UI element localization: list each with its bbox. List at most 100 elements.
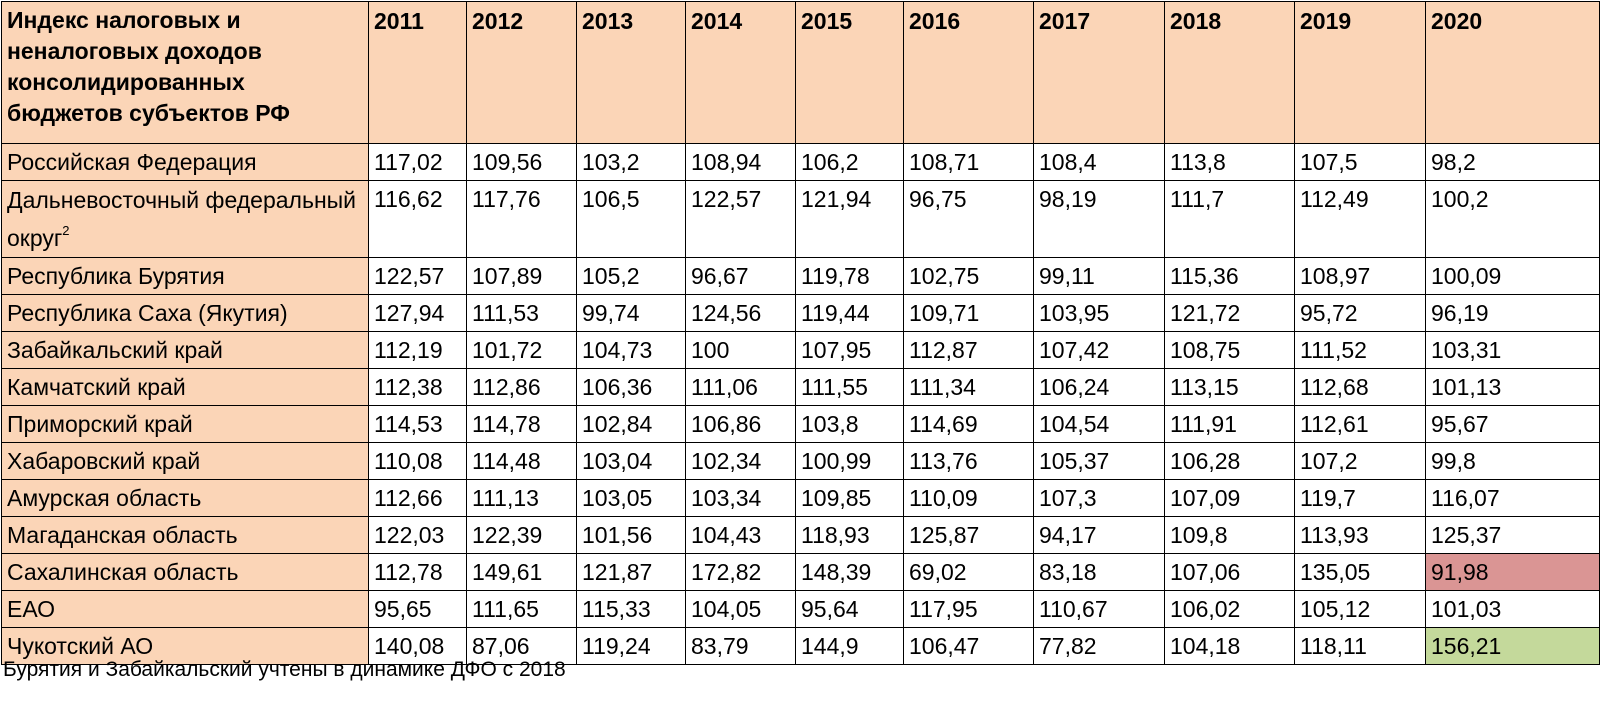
value-cell: 172,82 (685, 553, 796, 591)
region-name-cell: Чукотский АО (1, 627, 369, 665)
value-cell: 101,03 (1425, 590, 1600, 628)
table-row: Российская Федерация 117,02 109,56 103,2 108… (1, 143, 1600, 181)
year-header: 2011 (368, 1, 467, 144)
value-cell: 112,68 (1294, 368, 1426, 406)
value-cell: 113,15 (1164, 368, 1295, 406)
value-cell: 112,87 (903, 331, 1034, 369)
region-name: Магаданская область (7, 522, 238, 548)
value-cell: 98,19 (1033, 180, 1165, 258)
region-name: Республика Бурятия (7, 263, 225, 289)
region-name: ЕАО (7, 596, 56, 622)
table-row: Приморский край 114,53 114,78 102,84 106,86 1… (1, 405, 1600, 443)
value-cell: 107,89 (466, 257, 577, 295)
value-cell: 96,75 (903, 180, 1034, 258)
value-cell: 100,2 (1425, 180, 1600, 258)
value-cell: 112,38 (368, 368, 467, 406)
footnote-marker: 2 (62, 223, 70, 239)
value-cell: 119,24 (576, 627, 686, 665)
region-name-cell: Российская Федерация (1, 143, 369, 181)
value-cell: 69,02 (903, 553, 1034, 591)
value-cell: 95,64 (795, 590, 904, 628)
value-cell: 114,48 (466, 442, 577, 480)
value-cell: 107,2 (1294, 442, 1426, 480)
value-cell: 144,9 (795, 627, 904, 665)
value-cell: 107,5 (1294, 143, 1426, 181)
value-cell: 106,36 (576, 368, 686, 406)
value-cell: 114,78 (466, 405, 577, 443)
value-cell: 115,33 (576, 590, 686, 628)
value-cell: 111,65 (466, 590, 577, 628)
value-cell: 94,17 (1033, 516, 1165, 554)
table-row: Амурская область 112,66 111,13 103,05 103,34… (1, 479, 1600, 517)
value-cell: 107,09 (1164, 479, 1295, 517)
value-cell: 116,07 (1425, 479, 1600, 517)
value-cell: 121,72 (1164, 294, 1295, 332)
value-cell: 83,18 (1033, 553, 1165, 591)
value-cell: 101,72 (466, 331, 577, 369)
value-cell: 106,5 (576, 180, 686, 258)
value-cell: 108,75 (1164, 331, 1295, 369)
value-cell: 122,03 (368, 516, 467, 554)
value-cell: 111,91 (1164, 405, 1295, 443)
value-cell: 117,02 (368, 143, 467, 181)
value-cell: 149,61 (466, 553, 577, 591)
value-cell: 111,34 (903, 368, 1034, 406)
value-cell: 99,11 (1033, 257, 1165, 295)
value-cell: 112,66 (368, 479, 467, 517)
region-name: Приморский край (7, 411, 193, 437)
region-name-cell: ЕАО (1, 590, 369, 628)
value-cell: 108,71 (903, 143, 1034, 181)
value-cell: 111,06 (685, 368, 796, 406)
value-cell: 107,3 (1033, 479, 1165, 517)
value-cell: 122,39 (466, 516, 577, 554)
region-name-cell: Камчатский край (1, 368, 369, 406)
year-header: 2012 (466, 1, 577, 144)
value-cell: 83,79 (685, 627, 796, 665)
value-cell: 107,06 (1164, 553, 1295, 591)
header-row: Индекс налоговых и неналоговых доходов к… (1, 1, 1600, 144)
region-name-cell: Приморский край (1, 405, 369, 443)
table-row: Республика Бурятия 122,57 107,89 105,2 96,67… (1, 257, 1600, 295)
table-row: Забайкальский край 112,19 101,72 104,73 100 1… (1, 331, 1600, 369)
value-cell: 104,73 (576, 331, 686, 369)
region-name-cell: Хабаровский край (1, 442, 369, 480)
value-cell: 118,93 (795, 516, 904, 554)
value-cell: 111,7 (1164, 180, 1295, 258)
value-cell: 118,11 (1294, 627, 1426, 665)
value-cell: 135,05 (1294, 553, 1426, 591)
value-cell: 114,53 (368, 405, 467, 443)
region-name-cell: Республика Бурятия (1, 257, 369, 295)
value-cell: 156,21 (1425, 627, 1600, 665)
value-cell: 103,2 (576, 143, 686, 181)
value-cell: 109,71 (903, 294, 1034, 332)
value-cell: 125,87 (903, 516, 1034, 554)
revenue-index-table: Индекс налоговых и неналоговых доходов к… (1, 1, 1600, 665)
value-cell: 107,42 (1033, 331, 1165, 369)
value-cell: 122,57 (368, 257, 467, 295)
value-cell: 91,98 (1425, 553, 1600, 591)
value-cell: 101,13 (1425, 368, 1600, 406)
value-cell: 112,19 (368, 331, 467, 369)
value-cell: 111,55 (795, 368, 904, 406)
value-cell: 103,31 (1425, 331, 1600, 369)
value-cell: 102,84 (576, 405, 686, 443)
value-cell: 87,06 (466, 627, 577, 665)
value-cell: 106,02 (1164, 590, 1295, 628)
value-cell: 103,34 (685, 479, 796, 517)
region-name: Сахалинская область (7, 559, 239, 585)
value-cell: 112,78 (368, 553, 467, 591)
value-cell: 124,56 (685, 294, 796, 332)
value-cell: 99,8 (1425, 442, 1600, 480)
value-cell: 102,34 (685, 442, 796, 480)
value-cell: 100,09 (1425, 257, 1600, 295)
value-cell: 110,08 (368, 442, 467, 480)
table-row: Магаданская область 122,03 122,39 101,56 104… (1, 516, 1600, 554)
year-header: 2013 (576, 1, 686, 144)
value-cell: 111,13 (466, 479, 577, 517)
value-cell: 99,74 (576, 294, 686, 332)
value-cell: 95,65 (368, 590, 467, 628)
value-cell: 104,54 (1033, 405, 1165, 443)
value-cell: 104,05 (685, 590, 796, 628)
region-name-cell: Дальневосточный федеральный округ2 (1, 180, 369, 258)
value-cell: 96,19 (1425, 294, 1600, 332)
